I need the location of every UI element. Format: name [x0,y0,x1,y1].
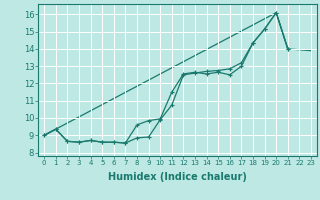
X-axis label: Humidex (Indice chaleur): Humidex (Indice chaleur) [108,172,247,182]
